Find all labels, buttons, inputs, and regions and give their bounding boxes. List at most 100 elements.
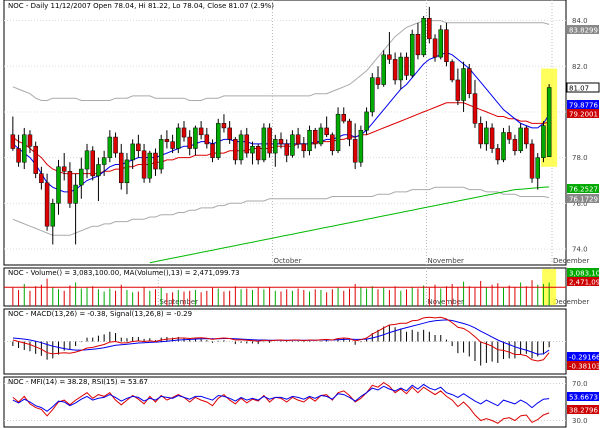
price-month-label: October xyxy=(273,257,301,265)
candle-body xyxy=(330,134,335,152)
candle-body xyxy=(33,145,38,174)
candle-body xyxy=(455,79,461,101)
candle-body xyxy=(273,139,278,154)
price-value-label: 83.8299 xyxy=(569,27,598,35)
candle-body xyxy=(61,166,67,172)
candle-body xyxy=(101,157,107,165)
candle-body xyxy=(67,171,73,204)
mfi-rsi-value-label: 38.2796 xyxy=(569,407,598,415)
price-value-label: 76.2527 xyxy=(569,186,598,194)
candle-body xyxy=(421,18,426,56)
candle-body xyxy=(398,56,404,81)
candle-body xyxy=(119,152,124,184)
candle-body xyxy=(472,93,478,124)
price-bollinger-lower-line xyxy=(12,186,550,236)
candle-body xyxy=(136,143,141,152)
candle-body xyxy=(335,113,341,152)
volume-title: NOC - Volume() = 3,083,100.00, MA(Volume… xyxy=(8,269,240,277)
mfi-rsi-title: NOC - MFI(14) = 38.28, RSI(15) = 53.67 xyxy=(8,378,148,386)
candle-body xyxy=(16,148,21,163)
price-value-box xyxy=(566,82,600,93)
candle-body xyxy=(267,127,272,154)
candle-body xyxy=(210,143,215,158)
candle-body xyxy=(444,29,449,62)
volume-value-box xyxy=(567,277,599,286)
candle-body xyxy=(495,148,501,161)
volume-value-box xyxy=(567,268,599,277)
candle-body xyxy=(501,132,506,161)
price-month-label: November xyxy=(427,257,464,265)
price-value-label: 79.2001 xyxy=(569,111,598,119)
candle-body xyxy=(324,127,329,136)
candle-body xyxy=(415,34,421,56)
candle-body xyxy=(278,139,284,145)
candle-body xyxy=(107,136,113,158)
macd-value-label: -0.38103 xyxy=(569,363,600,371)
volume-value-label: 3,083,10 xyxy=(569,270,600,278)
price-value-label: 76.1729 xyxy=(569,196,598,204)
macd-value-label: -0.29166 xyxy=(569,354,600,362)
price-value-box xyxy=(567,184,599,193)
candle-body xyxy=(27,134,33,147)
candle-body xyxy=(44,182,50,227)
price-value-label: 79.8776 xyxy=(569,102,598,110)
candle-body xyxy=(221,123,227,129)
volume-month-label: December xyxy=(553,298,589,306)
candle-body xyxy=(347,120,352,140)
candle-body xyxy=(170,141,175,149)
price-y-tick-label: 74.0 xyxy=(572,246,588,254)
candle-body xyxy=(387,54,392,60)
candle-body xyxy=(358,129,364,163)
candle-body xyxy=(39,173,44,184)
candle-body xyxy=(352,139,358,163)
macd-line xyxy=(12,316,550,362)
candle-body xyxy=(375,77,381,85)
candle-body xyxy=(301,143,307,152)
candle-body xyxy=(318,127,324,145)
price-y-tick-label: 82.0 xyxy=(572,63,588,71)
candle-body xyxy=(176,127,181,149)
price-value-box xyxy=(567,100,599,109)
candle-body xyxy=(56,166,61,204)
candle-body xyxy=(96,164,101,177)
candle-body xyxy=(164,139,170,142)
candle-body xyxy=(295,134,301,145)
candle-body xyxy=(518,127,523,152)
candle-body xyxy=(284,143,289,156)
volume-month-label: November xyxy=(427,298,464,306)
mfi-rsi-value-label: 53.6673 xyxy=(569,394,598,402)
candle-body xyxy=(307,129,312,152)
candle-body xyxy=(73,184,78,204)
candle-body xyxy=(153,152,158,170)
candle-body xyxy=(427,18,432,40)
price-bollinger-upper-line xyxy=(12,20,550,101)
candle-body xyxy=(193,127,198,149)
candle-body xyxy=(90,150,95,177)
candle-body xyxy=(261,127,267,161)
candle-body xyxy=(438,29,443,58)
candle-body xyxy=(198,127,204,136)
candle-body xyxy=(535,157,540,179)
price-y-tick-label: 76.0 xyxy=(572,200,588,208)
candle-body xyxy=(84,150,90,170)
price-panel xyxy=(3,0,567,266)
candle-body xyxy=(449,61,455,81)
candle-body xyxy=(467,68,472,94)
price-title: NOC - Daily 11/12/2007 Open 78.04, Hi 81… xyxy=(8,2,274,10)
price-value-box xyxy=(567,25,599,34)
mfi-rsi-y-tick-label: 70.0 xyxy=(572,380,588,388)
candle-body xyxy=(541,125,546,158)
candle-body xyxy=(529,143,535,179)
candle-body xyxy=(204,134,210,145)
mfi-rsi-y-tick-label: 30.0 xyxy=(572,417,588,425)
candle-body xyxy=(255,145,261,161)
rsi-line xyxy=(12,383,550,412)
candle-body xyxy=(461,68,466,101)
candle-body xyxy=(381,54,386,85)
mfi-rsi-value-box xyxy=(567,392,599,401)
macd-value-box xyxy=(567,352,599,361)
candle-body xyxy=(233,139,238,161)
candle-body xyxy=(238,134,244,161)
